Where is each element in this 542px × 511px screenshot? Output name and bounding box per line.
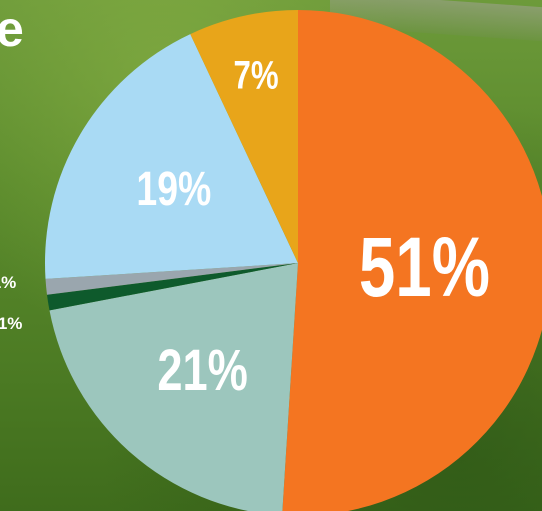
slice-label-5: 19% [136,163,211,217]
pie-slice-1 [282,10,542,511]
slice-label-6: 7% [234,53,279,98]
pie-slice-6 [190,9,298,263]
pie-slice-3 [46,263,298,311]
slice-label-1: 51% [359,220,490,314]
title-fragment: e [0,1,24,57]
pie-slice-5 [44,34,298,279]
pie-slice-4 [45,263,298,295]
slice-label-4: 1% [0,273,16,292]
slice-label-3: 1% [0,314,22,333]
pie-slice-2 [49,263,298,511]
slice-label-2: 21% [157,339,248,404]
